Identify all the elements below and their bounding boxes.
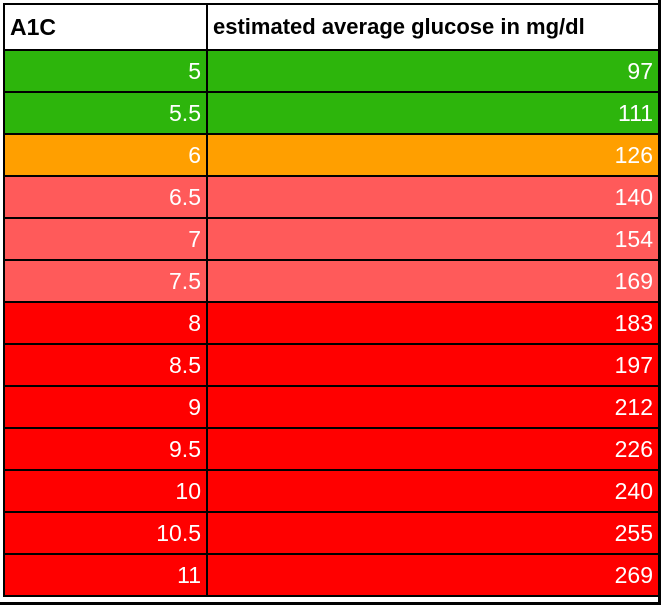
a1c-cell: 8 bbox=[3, 301, 208, 345]
header-row: A1C estimated average glucose in mg/dl bbox=[3, 3, 660, 51]
eag-cell: 240 bbox=[206, 469, 660, 513]
eag-cell: 126 bbox=[206, 133, 660, 177]
a1c-cell: 8.5 bbox=[3, 343, 208, 387]
a1c-column-header: A1C bbox=[3, 3, 208, 51]
a1c-cell: 11 bbox=[3, 553, 208, 597]
a1c-cell: 6.5 bbox=[3, 175, 208, 219]
eag-cell: 111 bbox=[206, 91, 660, 135]
eag-cell: 154 bbox=[206, 217, 660, 261]
table-row: 10 240 bbox=[3, 469, 660, 513]
eag-cell: 226 bbox=[206, 427, 660, 471]
eag-cell: 197 bbox=[206, 343, 660, 387]
eag-column-header: estimated average glucose in mg/dl bbox=[206, 3, 660, 51]
table-row: 6.5 140 bbox=[3, 175, 660, 219]
table-row: 8 183 bbox=[3, 301, 660, 345]
a1c-cell: 7 bbox=[3, 217, 208, 261]
eag-cell: 212 bbox=[206, 385, 660, 429]
a1c-cell: 9.5 bbox=[3, 427, 208, 471]
eag-cell: 169 bbox=[206, 259, 660, 303]
table-row: 9 212 bbox=[3, 385, 660, 429]
table-row: 5 97 bbox=[3, 49, 660, 93]
eag-cell: 255 bbox=[206, 511, 660, 555]
a1c-cell: 10 bbox=[3, 469, 208, 513]
a1c-cell: 5.5 bbox=[3, 91, 208, 135]
table-body: 5 97 5.5 111 6 126 6.5 140 7 154 7.5 169… bbox=[3, 49, 660, 597]
table-row: 8.5 197 bbox=[3, 343, 660, 387]
a1c-cell: 10.5 bbox=[3, 511, 208, 555]
eag-cell: 183 bbox=[206, 301, 660, 345]
a1c-cell: 7.5 bbox=[3, 259, 208, 303]
eag-cell: 269 bbox=[206, 553, 660, 597]
table-row: 10.5 255 bbox=[3, 511, 660, 555]
a1c-glucose-table: A1C estimated average glucose in mg/dl 5… bbox=[3, 3, 660, 597]
table-row: 11 269 bbox=[3, 553, 660, 597]
a1c-cell: 6 bbox=[3, 133, 208, 177]
table-row: 5.5 111 bbox=[3, 91, 660, 135]
table-row: 7.5 169 bbox=[3, 259, 660, 303]
a1c-cell: 5 bbox=[3, 49, 208, 93]
table-row: 7 154 bbox=[3, 217, 660, 261]
a1c-cell: 9 bbox=[3, 385, 208, 429]
table-row: 6 126 bbox=[3, 133, 660, 177]
table-row: 9.5 226 bbox=[3, 427, 660, 471]
eag-cell: 140 bbox=[206, 175, 660, 219]
eag-cell: 97 bbox=[206, 49, 660, 93]
